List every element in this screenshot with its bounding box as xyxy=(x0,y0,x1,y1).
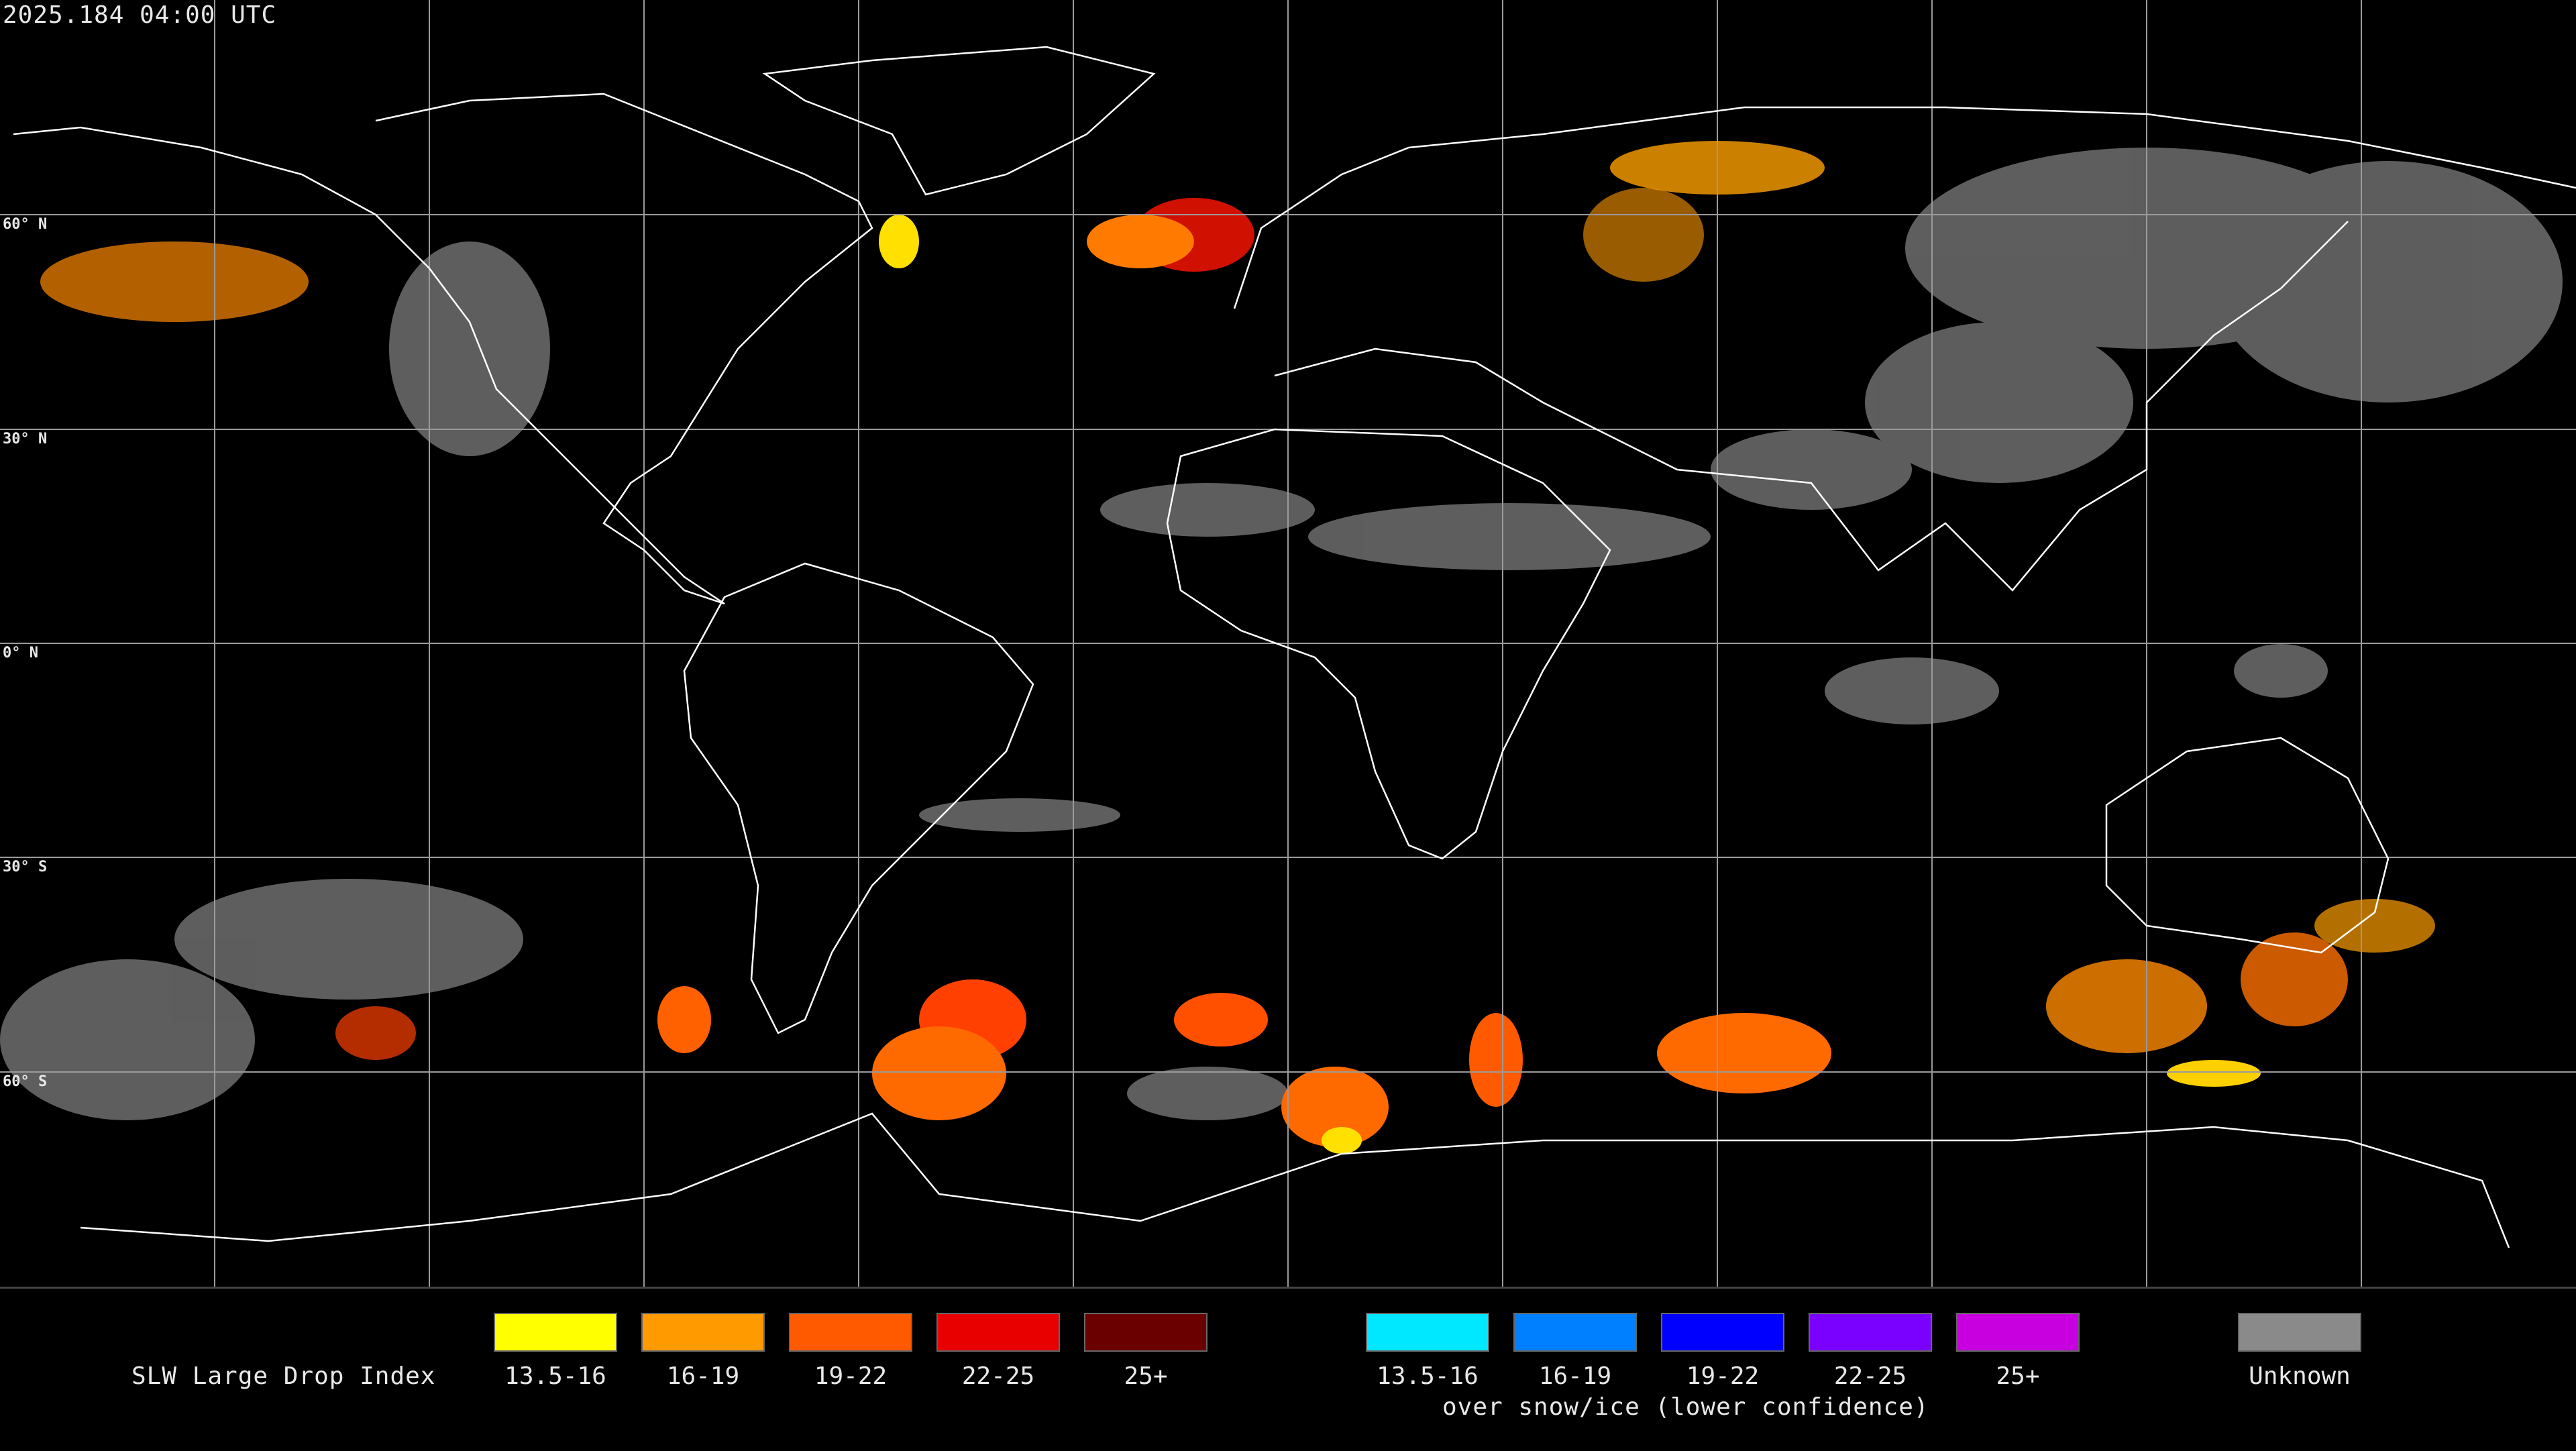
swatch-label-liquid-2: 16-19 xyxy=(666,1362,740,1390)
swatch-liquid-3 xyxy=(789,1313,912,1352)
swatch-label-liquid-3: 19-22 xyxy=(814,1362,888,1390)
world-map xyxy=(0,0,2576,1287)
greenland-coast xyxy=(762,46,1156,196)
south-america-coast xyxy=(683,562,1034,1034)
timestamp: 2025.184 04:00 UTC xyxy=(3,1,277,29)
legend-title: SLW Large Drop Index xyxy=(131,1362,436,1390)
lat-label-60s: 60° S xyxy=(3,1073,48,1090)
swatch-label-snow-5: 25+ xyxy=(1996,1362,2040,1390)
swatch-snow-2 xyxy=(1513,1313,1637,1352)
lat-label-30n: 30° N xyxy=(3,431,48,447)
slw-drop-patches xyxy=(40,141,2435,1154)
lat-label-60n: 60° N xyxy=(3,216,48,233)
swatch-label-liquid-4: 22-25 xyxy=(961,1362,1035,1390)
australia-coast xyxy=(2105,737,2390,954)
swatch-label-liquid-1: 13.5-16 xyxy=(504,1362,606,1390)
swatch-snow-5 xyxy=(1956,1313,2080,1352)
swatch-label-unknown: Unknown xyxy=(2249,1362,2351,1390)
coastlines xyxy=(13,46,2576,1248)
eurasia-coast xyxy=(1233,106,2576,592)
north-america-coast xyxy=(13,93,873,605)
swatch-snow-1 xyxy=(1366,1313,1489,1352)
lat-label-30s: 30° S xyxy=(3,859,48,875)
swatch-label-snow-1: 13.5-16 xyxy=(1377,1362,1479,1390)
africa-coast xyxy=(1166,428,1611,860)
snow-ice-note: over snow/ice (lower confidence) xyxy=(1442,1393,1929,1421)
swatch-unknown xyxy=(2238,1313,2361,1352)
antarctica-coast xyxy=(80,1112,2510,1248)
swatch-label-liquid-5: 25+ xyxy=(1124,1362,1168,1390)
swatch-liquid-5 xyxy=(1084,1313,1208,1352)
swatch-snow-4 xyxy=(1809,1313,1932,1352)
graticule xyxy=(0,0,2576,1287)
swatch-liquid-4 xyxy=(936,1313,1060,1352)
swatch-liquid-1 xyxy=(494,1313,617,1352)
swatch-liquid-2 xyxy=(641,1313,765,1352)
swatch-label-snow-3: 19-22 xyxy=(1686,1362,1760,1390)
swatch-label-snow-4: 22-25 xyxy=(1833,1362,1907,1390)
swatch-snow-3 xyxy=(1661,1313,1784,1352)
legend: SLW Large Drop Index 13.5-16 16-19 19-22… xyxy=(0,1287,2576,1451)
swatch-label-snow-2: 16-19 xyxy=(1538,1362,1612,1390)
lat-label-0n: 0° N xyxy=(3,645,38,661)
